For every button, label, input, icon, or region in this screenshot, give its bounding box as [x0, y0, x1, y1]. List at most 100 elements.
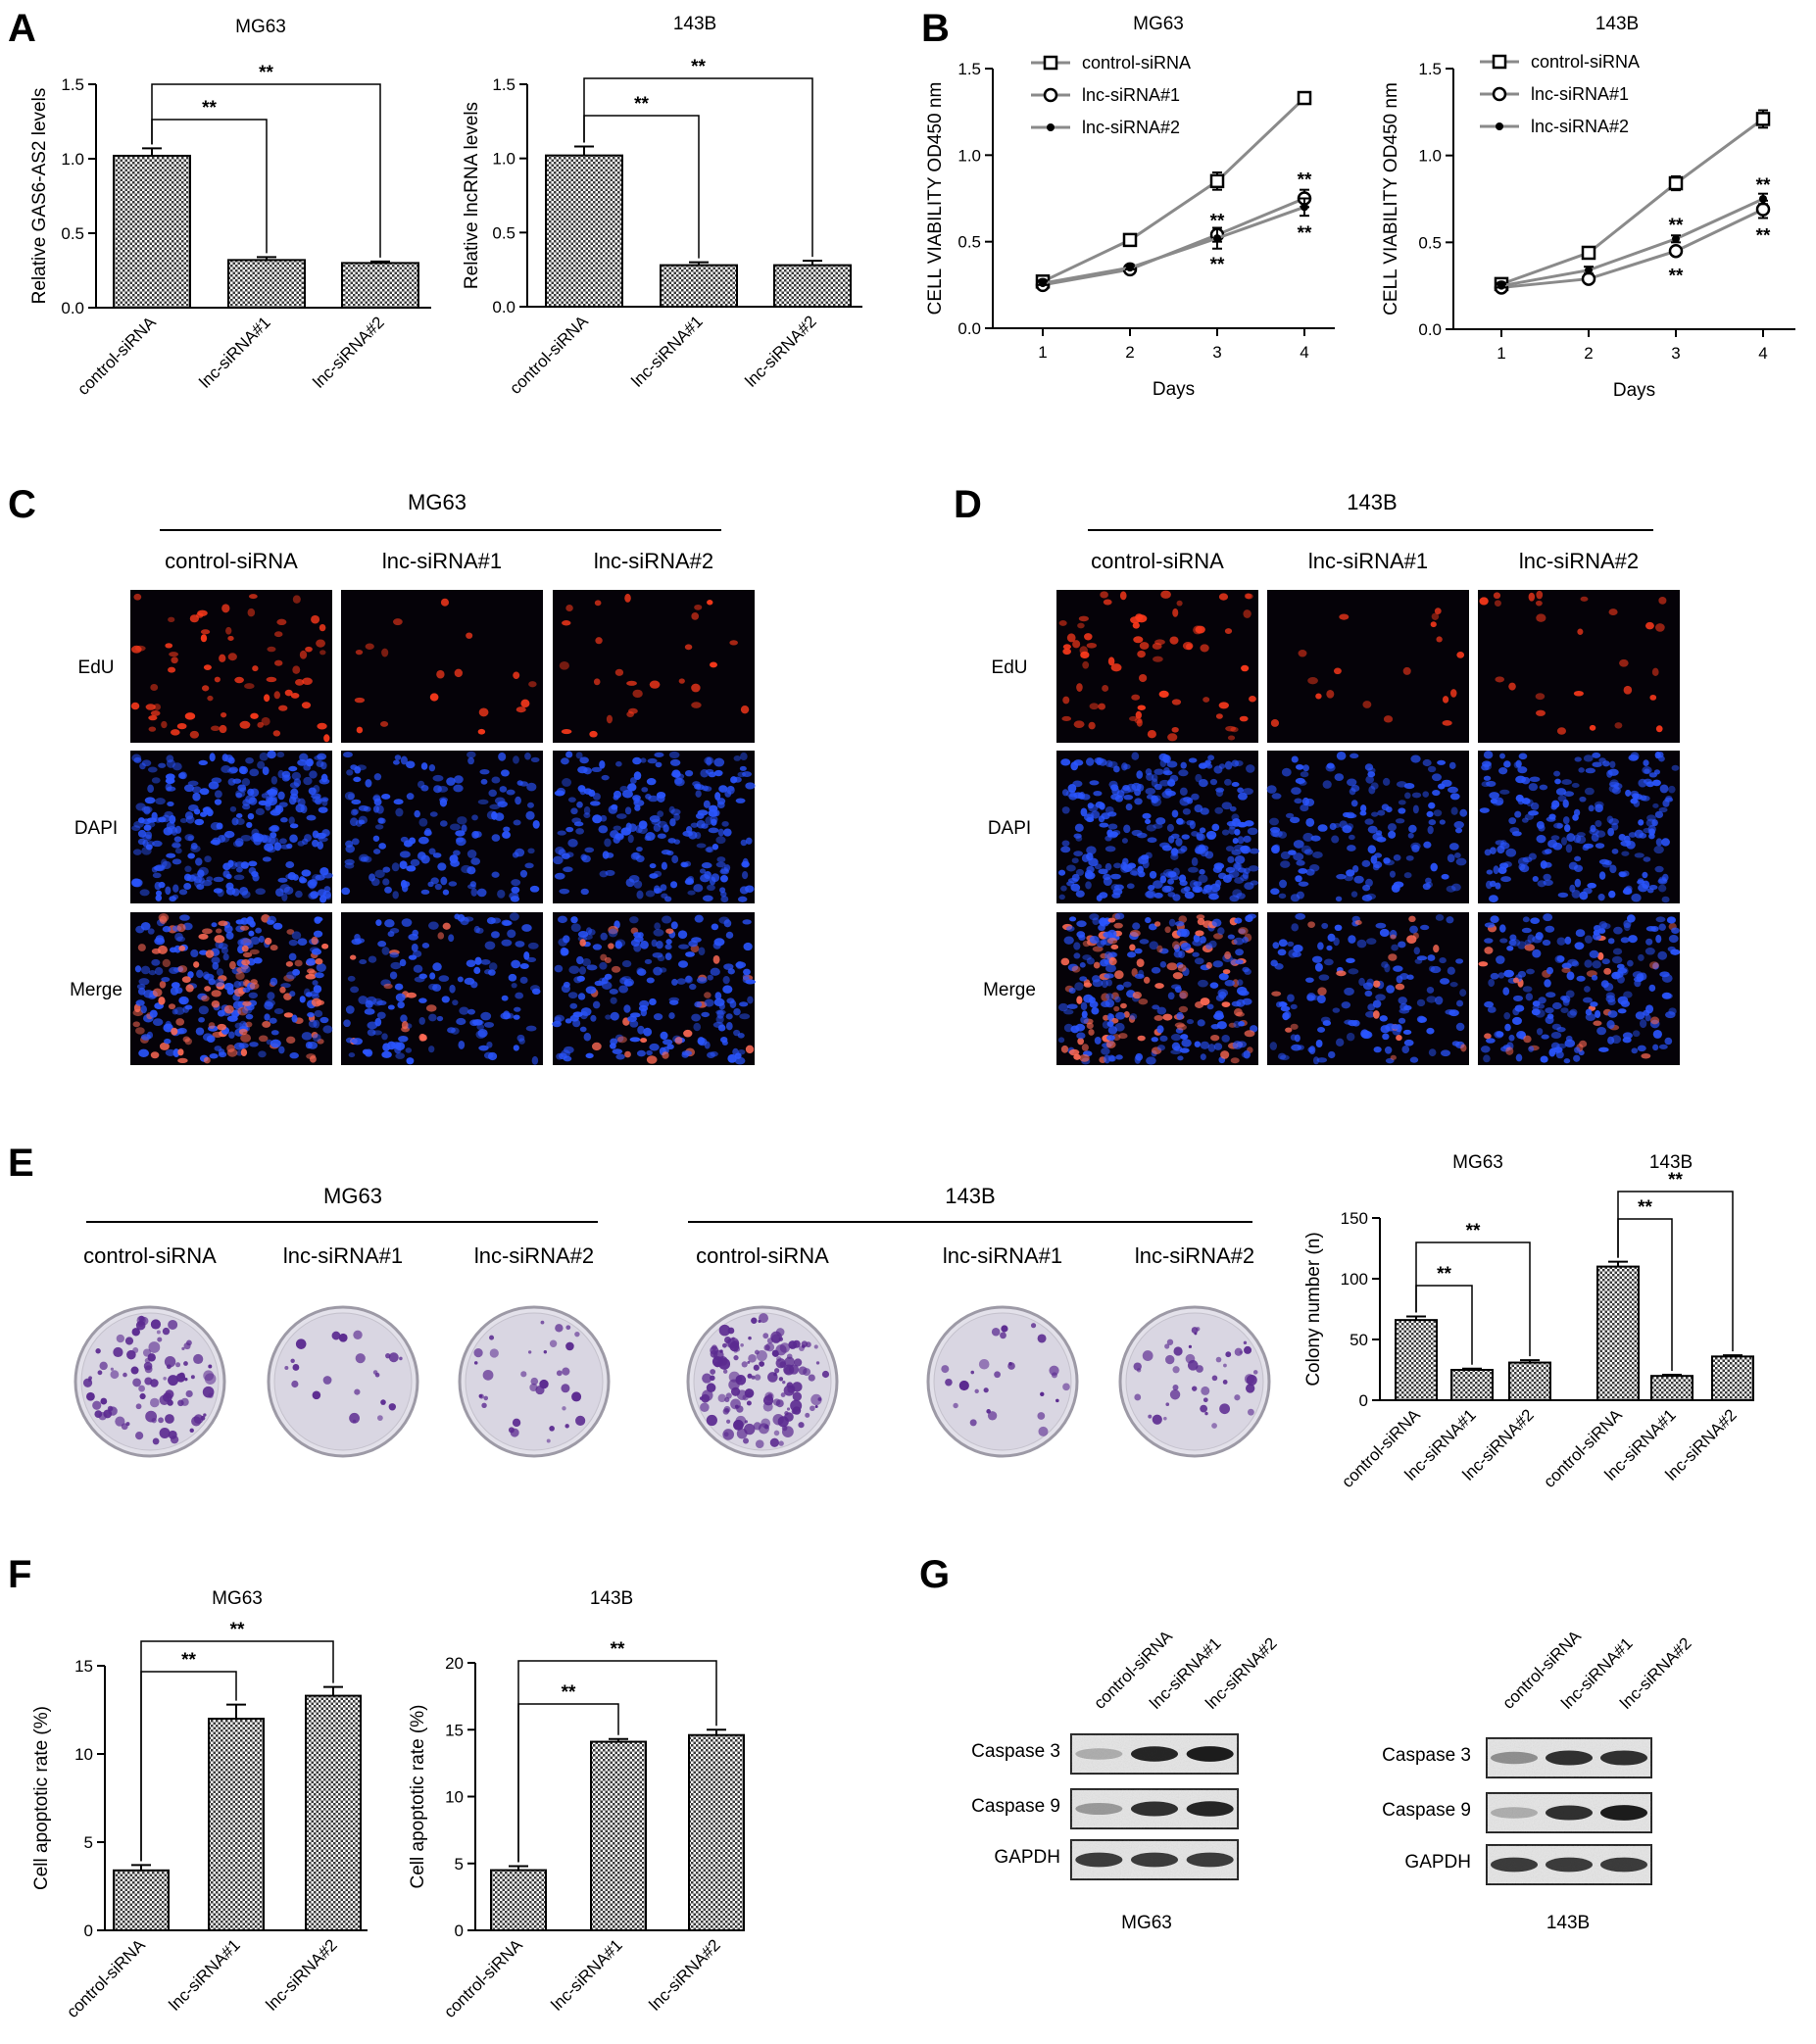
nucleus [1484, 922, 1496, 928]
nucleus [172, 858, 182, 865]
nucleus [1613, 926, 1623, 935]
nucleus [1374, 852, 1383, 858]
colony [1037, 1334, 1047, 1343]
colony [135, 1432, 144, 1440]
data-point [1213, 234, 1221, 243]
nucleus [1344, 987, 1354, 996]
nucleus [178, 996, 189, 1005]
nucleus [232, 840, 243, 848]
bar [1508, 1361, 1551, 1402]
legend-label: lnc-siRNA#1 [1531, 84, 1629, 104]
nucleus [1479, 807, 1490, 813]
nucleus [739, 1001, 749, 1007]
nucleus [1167, 779, 1176, 787]
nucleus [433, 785, 442, 794]
nucleus [1658, 806, 1668, 813]
bar [305, 1694, 362, 1931]
nucleus [1453, 852, 1461, 858]
nucleus [659, 967, 667, 973]
nucleus [1346, 823, 1354, 830]
nucleus [559, 660, 569, 670]
nucleus [1061, 715, 1072, 721]
nucleus [1638, 819, 1644, 826]
nucleus [269, 1017, 277, 1024]
nucleus [1365, 1010, 1376, 1018]
nucleus [1270, 829, 1280, 838]
nucleus [250, 936, 261, 946]
nucleus [674, 1037, 683, 1045]
nucleus [629, 1037, 641, 1043]
nucleus [1176, 1011, 1184, 1020]
nucleus [637, 1025, 645, 1035]
nucleus [203, 1056, 211, 1064]
nucleus [1086, 757, 1095, 766]
nucleus [234, 838, 244, 848]
nucleus [557, 915, 567, 924]
nucleus [193, 961, 200, 968]
nucleus [1562, 799, 1569, 808]
nucleus [418, 817, 428, 827]
nucleus [1498, 767, 1508, 775]
colony [722, 1408, 730, 1415]
colony [1051, 1372, 1057, 1379]
nucleus [179, 914, 190, 921]
nucleus [1182, 807, 1191, 815]
nucleus [1277, 949, 1287, 956]
nucleus [1180, 761, 1187, 769]
nucleus [201, 685, 210, 692]
nucleus [135, 803, 146, 811]
x-tick-label: control-siRNA [74, 313, 160, 399]
nucleus [307, 879, 318, 889]
nucleus [466, 866, 476, 875]
nucleus [137, 944, 146, 951]
nucleus [587, 929, 596, 936]
chart-title: MG63 [1133, 14, 1184, 34]
y-tick-label: 0 [1359, 1391, 1368, 1410]
nucleus [684, 644, 693, 651]
nucleus [1410, 754, 1421, 763]
nucleus [1426, 987, 1435, 994]
nucleus [1170, 852, 1179, 860]
colony [706, 1383, 716, 1393]
nucleus [214, 790, 222, 799]
nucleus [1346, 957, 1355, 963]
colony [775, 1399, 784, 1408]
nucleus [401, 1020, 409, 1030]
nucleus [1645, 926, 1656, 932]
nucleus [428, 1046, 435, 1053]
nucleus [421, 943, 430, 949]
nucleus [151, 948, 161, 954]
nucleus [150, 710, 161, 716]
nucleus [299, 650, 308, 659]
series-line [1042, 96, 1306, 283]
nucleus [214, 978, 224, 988]
nucleus [646, 1055, 658, 1064]
nucleus [1332, 1007, 1341, 1013]
nucleus [742, 919, 752, 925]
nucleus [200, 811, 208, 817]
nucleus [623, 1004, 631, 1013]
nucleus [391, 862, 400, 872]
nucleus [1582, 845, 1590, 852]
colony [564, 1424, 569, 1429]
colony [798, 1366, 808, 1376]
nucleus [381, 794, 391, 800]
nucleus [1536, 709, 1546, 716]
nucleus [288, 939, 298, 947]
nucleus [1412, 932, 1419, 940]
nucleus [378, 843, 387, 850]
nucleus [242, 803, 251, 810]
nucleus [1284, 1010, 1292, 1019]
nucleus [1104, 998, 1115, 1008]
nucleus [239, 787, 247, 793]
nucleus [221, 765, 231, 773]
nucleus [570, 807, 578, 815]
nucleus [1484, 1000, 1495, 1008]
nucleus [701, 1011, 710, 1018]
colony [385, 1352, 391, 1359]
nucleus [1386, 805, 1393, 813]
nucleus [201, 879, 213, 887]
nucleus [1390, 1054, 1397, 1060]
nucleus [604, 838, 612, 848]
nucleus [1564, 936, 1572, 945]
